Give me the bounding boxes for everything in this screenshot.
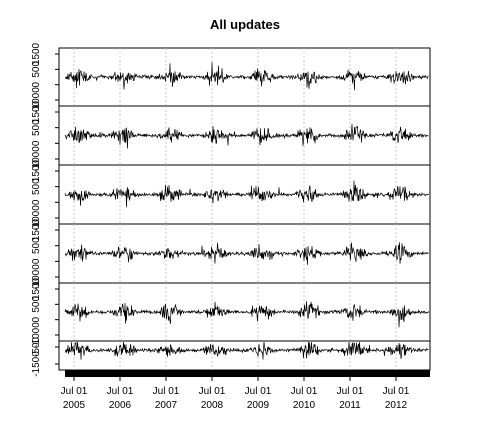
x-tick-label-top: Jul 01 [291,386,318,397]
y-tick-label: 0 [31,140,42,146]
y-tick-label: 0 [31,258,42,264]
y-tick-label: -1000 [31,322,42,348]
x-tick-label-bottom: 2010 [293,400,316,411]
x-axis-rug [65,370,430,377]
y-tick-label: 1500 [31,100,42,123]
series-line-5 [64,301,429,328]
x-tick-label-bottom: 2007 [155,400,178,411]
y-tick-label: -500 [31,337,42,357]
chart-title: All updates [210,17,280,32]
x-tick-label-bottom: 2006 [109,400,132,411]
x-tick-label-top: Jul 01 [61,386,88,397]
y-tick-label: 1500 [31,42,42,65]
y-tick-label: 500 [31,178,42,195]
y-tick-label: 1500 [31,277,42,300]
x-axis: Jul 01 2005 Jul 01 2006 Jul 01 2007 Jul 01 2008… [61,370,430,411]
x-tick-label-bottom: 2009 [247,400,270,411]
series-line-6 [64,341,429,360]
series-line-2 [64,124,429,149]
y-tick-label: 0 [31,199,42,205]
y-tick-label: -1000 [31,87,42,113]
y-tick-label: 1500 [31,159,42,182]
y-tick-label: 500 [31,296,42,313]
y-tick-label: 1500 [31,218,42,241]
series-line-3 [64,180,429,208]
x-tick-label-top: Jul 01 [107,386,134,397]
y-tick-label: 500 [31,119,42,136]
x-tick-label-top: Jul 01 [245,386,272,397]
y-tick-label: 500 [31,61,42,78]
y-tick-label: -1000 [31,205,42,231]
x-tick-label-bottom: 2012 [385,400,408,411]
x-tick-label-top: Jul 01 [383,386,410,397]
x-tick-label-bottom: 2008 [201,400,224,411]
panel-frame [58,47,431,107]
panels: 15005000-100015005000-100015005000-10001… [31,42,431,377]
series-line-1 [64,62,429,91]
x-tick-label-bottom: 2005 [63,400,86,411]
y-tick-label: 0 [31,316,42,322]
x-tick-label-top: Jul 01 [153,386,180,397]
y-tick-label: -1500 [31,351,42,377]
x-tick-label-top: Jul 01 [337,386,364,397]
x-tick-label-bottom: 2011 [339,400,361,411]
y-tick-label: -1000 [31,146,42,172]
y-tick-label: -1000 [31,264,42,290]
y-tick-label: 500 [31,237,42,254]
series-line-4 [64,242,429,265]
y-tick-label: 0 [31,81,42,87]
x-tick-label-top: Jul 01 [199,386,226,397]
